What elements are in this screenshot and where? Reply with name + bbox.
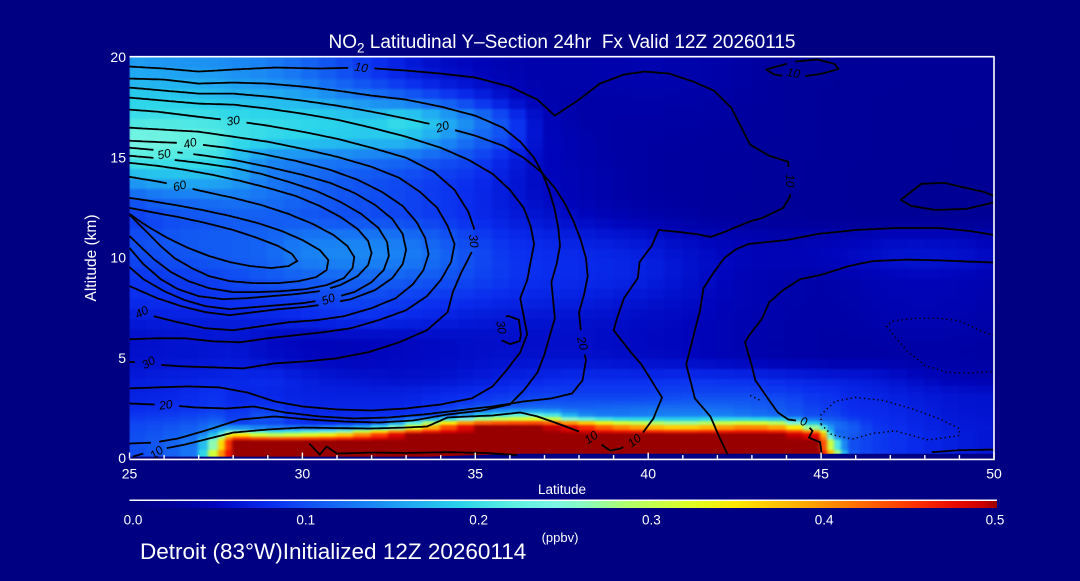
svg-text:30: 30 (139, 353, 158, 372)
svg-text:30: 30 (493, 319, 509, 335)
svg-text:25: 25 (122, 466, 138, 482)
svg-text:30: 30 (226, 113, 241, 129)
svg-text:10: 10 (354, 60, 369, 76)
svg-text:45: 45 (813, 466, 829, 482)
svg-text:10: 10 (110, 250, 126, 266)
svg-text:20: 20 (157, 397, 173, 413)
svg-text:20: 20 (574, 334, 591, 352)
svg-text:5: 5 (118, 350, 126, 366)
svg-text:0.0: 0.0 (124, 513, 143, 528)
svg-text:30: 30 (466, 234, 482, 249)
svg-text:0.3: 0.3 (642, 513, 661, 528)
svg-text:10: 10 (786, 65, 802, 81)
svg-text:0: 0 (799, 414, 809, 429)
svg-text:60: 60 (171, 177, 188, 194)
svg-text:NO2 Latitudinal Y–Section 24hr: NO2 Latitudinal Y–Section 24hr Fx Valid … (329, 32, 796, 56)
svg-text:20: 20 (110, 49, 126, 65)
svg-text:50: 50 (320, 290, 338, 308)
svg-text:0.5: 0.5 (986, 513, 1005, 528)
svg-text:30: 30 (295, 466, 311, 482)
svg-text:0.1: 0.1 (296, 513, 315, 528)
svg-text:Altitude (km): Altitude (km) (83, 215, 100, 302)
svg-text:Detroit (83°W)Initialized 12Z: Detroit (83°W)Initialized 12Z 20260114 (140, 539, 526, 564)
svg-text:10: 10 (783, 174, 797, 188)
svg-text:50: 50 (156, 146, 172, 163)
svg-text:0.4: 0.4 (815, 513, 834, 528)
svg-text:20: 20 (433, 118, 451, 136)
svg-text:40: 40 (182, 135, 199, 152)
svg-text:15: 15 (110, 149, 126, 165)
svg-text:35: 35 (468, 466, 484, 482)
svg-text:0.2: 0.2 (469, 513, 488, 528)
svg-text:Latitude: Latitude (538, 482, 586, 497)
svg-text:40: 40 (640, 466, 656, 482)
svg-text:(ppbv): (ppbv) (542, 530, 579, 545)
svg-text:40: 40 (132, 303, 151, 322)
svg-text:50: 50 (986, 466, 1002, 482)
svg-text:0: 0 (118, 450, 126, 466)
